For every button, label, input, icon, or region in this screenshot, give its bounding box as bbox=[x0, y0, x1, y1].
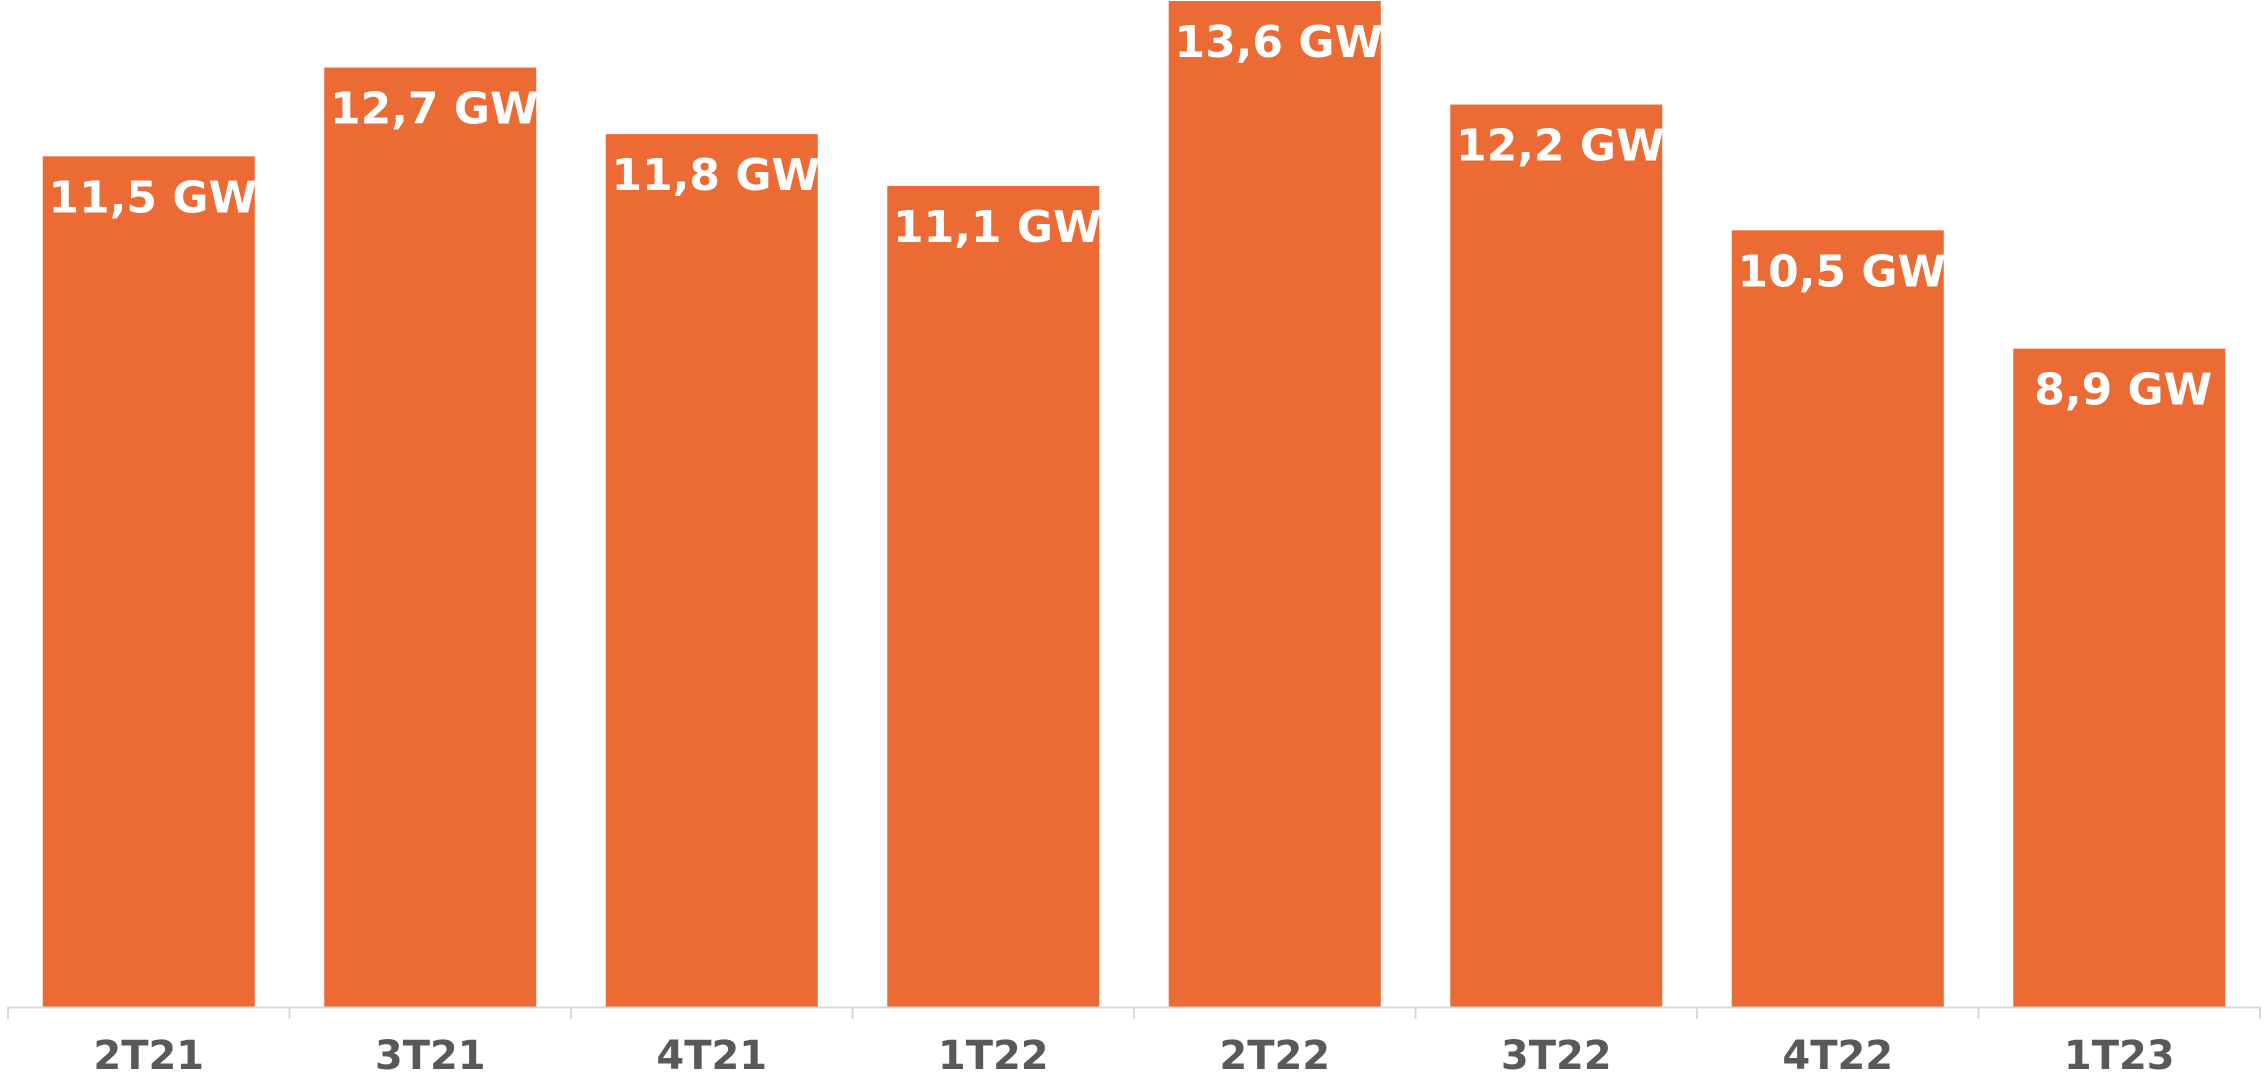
data-label-4t22: 10,5 GW bbox=[1737, 246, 1946, 297]
bar-2t22 bbox=[1168, 1, 1381, 1007]
bar-1t23 bbox=[2013, 348, 2226, 1008]
bar-3t21 bbox=[324, 67, 537, 1007]
data-label-1t22: 11,1 GW bbox=[893, 202, 1102, 253]
x-tick-label-2t21: 2T21 bbox=[93, 1033, 204, 1079]
data-label-4t21: 11,8 GW bbox=[611, 150, 820, 201]
x-axis bbox=[7, 1006, 2261, 1019]
bar-3t22 bbox=[1450, 104, 1663, 1007]
data-label-3t22: 12,2 GW bbox=[1456, 121, 1665, 172]
x-tick-label-2t22: 2T22 bbox=[1219, 1033, 1330, 1079]
bars-group bbox=[42, 1, 2226, 1008]
category-labels-group: 2T21 3T21 4T21 1T22 2T22 3T22 4T22 1T23 bbox=[93, 1033, 2174, 1079]
x-tick-label-4t22: 4T22 bbox=[1782, 1033, 1893, 1079]
data-label-2t21: 11,5 GW bbox=[48, 172, 257, 223]
data-label-3t21: 12,7 GW bbox=[330, 84, 539, 135]
x-tick-label-1t22: 1T22 bbox=[938, 1033, 1049, 1079]
data-labels-group: 11,5 GW 12,7 GW 11,8 GW 11,1 GW 13,6 GW 12,2 … bbox=[48, 17, 2212, 416]
bar-4t21 bbox=[605, 134, 818, 1007]
data-label-1t23: 8,9 GW bbox=[2034, 365, 2212, 416]
x-tick-label-1t23: 1T23 bbox=[2064, 1033, 2175, 1079]
x-tick-label-4t21: 4T21 bbox=[656, 1033, 767, 1079]
data-label-2t22: 13,6 GW bbox=[1174, 17, 1383, 68]
bar-4t22 bbox=[1731, 230, 1944, 1007]
bar-1t22 bbox=[887, 185, 1100, 1008]
x-tick-label-3t22: 3T22 bbox=[1501, 1033, 1612, 1079]
bar-2t21 bbox=[42, 156, 255, 1007]
x-tick-label-3t21: 3T21 bbox=[375, 1033, 486, 1079]
